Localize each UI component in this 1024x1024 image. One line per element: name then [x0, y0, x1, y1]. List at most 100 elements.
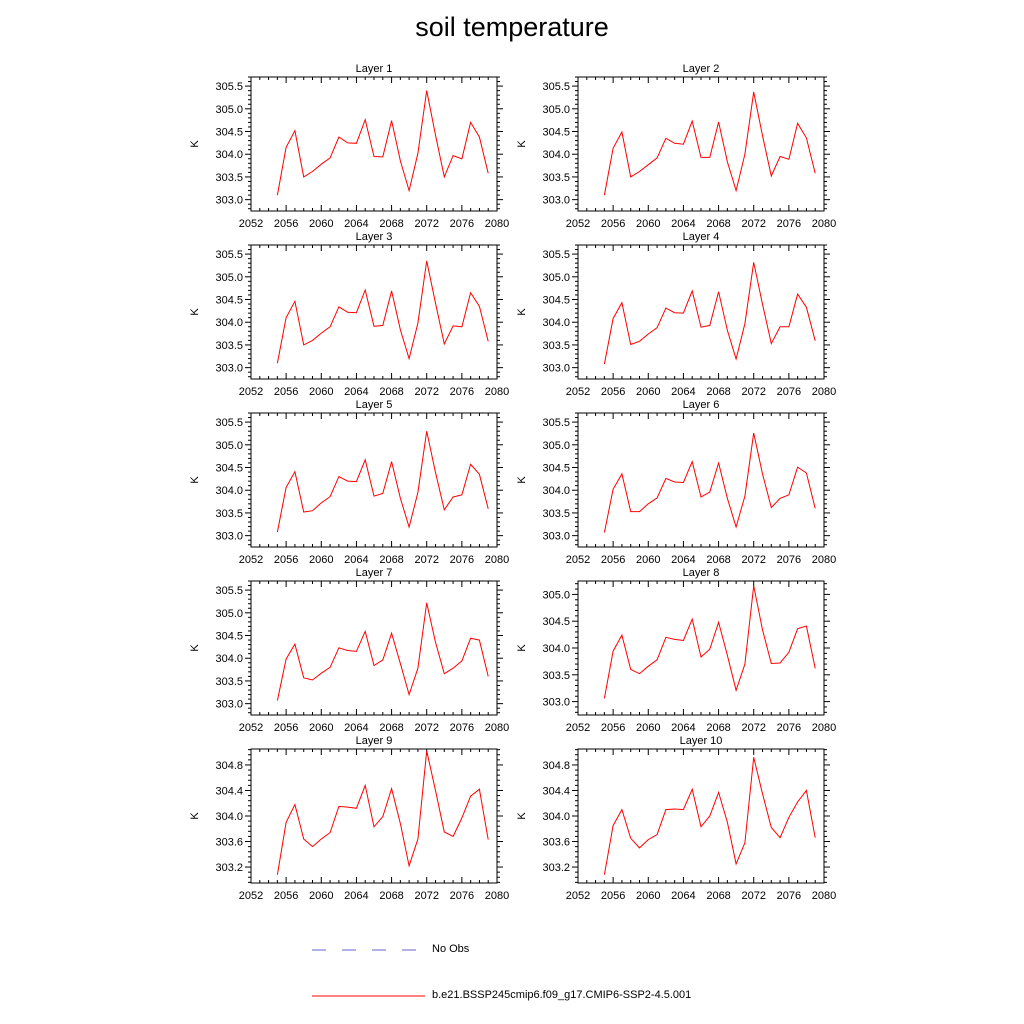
panel-4: Layer 4 K 2052 2056 2060 2064 2068 2072 2076 2080…	[516, 231, 836, 398]
y-tick-label: 305.5	[542, 417, 570, 429]
x-tick-label: 2060	[309, 890, 333, 902]
x-tick-label: 2052	[239, 554, 263, 566]
x-tick-label: 2060	[636, 722, 660, 734]
y-tick-label: 304.0	[215, 653, 243, 665]
series-line	[276, 90, 489, 196]
y-axis-label: K	[516, 308, 528, 316]
x-tick-label: 2072	[741, 554, 765, 566]
y-axis-label: K	[189, 644, 201, 652]
x-tick-label: 2064	[344, 218, 368, 230]
x-tick-label: 2060	[636, 554, 660, 566]
y-axis-label: K	[516, 476, 528, 484]
x-tick-label: 2080	[485, 386, 509, 398]
x-tick-label: 2076	[450, 386, 474, 398]
x-tick-label: 2052	[566, 386, 590, 398]
x-tick-label: 2080	[812, 722, 836, 734]
y-tick-label: 305.5	[215, 417, 243, 429]
y-tick-label: 304.5	[215, 295, 243, 307]
x-tick-label: 2072	[741, 890, 765, 902]
y-axis-label: K	[516, 812, 528, 820]
x-tick-label: 2080	[812, 890, 836, 902]
x-tick-label: 2056	[274, 890, 298, 902]
y-tick-label: 305.0	[215, 104, 243, 116]
x-tick-label: 2060	[636, 386, 660, 398]
y-tick-label: 304.8	[215, 760, 243, 772]
x-tick-label: 2056	[601, 218, 625, 230]
x-tick-label: 2056	[601, 554, 625, 566]
x-tick-label: 2072	[414, 554, 438, 566]
y-tick-label: 304.0	[215, 485, 243, 497]
series-line	[603, 432, 816, 533]
y-tick-label: 304.5	[542, 616, 570, 628]
y-tick-label: 304.0	[542, 811, 570, 823]
x-tick-label: 2080	[485, 890, 509, 902]
x-tick-label: 2072	[414, 722, 438, 734]
plot-frame	[250, 244, 498, 380]
x-tick-label: 2060	[636, 890, 660, 902]
panel-9: Layer 9 K 2052 2056 2060 2064 2068 2072 2076 2080…	[189, 735, 509, 902]
x-tick-label: 2052	[566, 890, 590, 902]
x-tick-label: 2072	[414, 890, 438, 902]
y-tick-label: 305.0	[542, 589, 570, 601]
x-tick-label: 2060	[309, 218, 333, 230]
x-tick-label: 2056	[274, 386, 298, 398]
x-tick-label: 2064	[671, 554, 695, 566]
y-tick-label: 304.5	[215, 463, 243, 475]
y-tick-label: 305.5	[215, 81, 243, 93]
x-tick-label: 2068	[706, 722, 730, 734]
x-tick-label: 2052	[566, 554, 590, 566]
panel-subtitle: Layer 6	[683, 399, 720, 411]
plot-frame	[250, 412, 498, 548]
y-tick-label: 304.0	[542, 485, 570, 497]
y-tick-label: 304.5	[542, 463, 570, 475]
x-tick-label: 2056	[601, 386, 625, 398]
x-tick-label: 2056	[274, 218, 298, 230]
panel-1: Layer 1 K 2052 2056 2060 2064 2068 2072 2076 2080…	[189, 63, 509, 230]
x-tick-label: 2072	[414, 386, 438, 398]
x-tick-label: 2068	[379, 218, 403, 230]
legend-model-label: b.e21.BSSP245cmip6.f09_g17.CMIP6-SSP2-4.…	[432, 989, 692, 1001]
panel-subtitle: Layer 3	[356, 231, 393, 243]
y-tick-label: 303.5	[542, 340, 570, 352]
x-tick-label: 2064	[344, 554, 368, 566]
x-tick-label: 2080	[812, 554, 836, 566]
panel-6: Layer 6 K 2052 2056 2060 2064 2068 2072 2076 2080…	[516, 399, 836, 566]
x-tick-label: 2056	[601, 722, 625, 734]
legend-obs-label: No Obs	[432, 943, 470, 955]
panel-subtitle: Layer 9	[356, 735, 393, 747]
series-line	[276, 602, 489, 701]
x-tick-label: 2064	[344, 722, 368, 734]
x-tick-label: 2060	[309, 722, 333, 734]
chart-title: soil temperature	[415, 12, 609, 42]
y-tick-label: 303.0	[542, 697, 570, 709]
y-tick-label: 303.0	[215, 363, 243, 375]
panel-subtitle: Layer 2	[683, 63, 720, 75]
y-tick-label: 303.5	[215, 172, 243, 184]
y-tick-label: 303.0	[542, 363, 570, 375]
x-tick-label: 2080	[812, 218, 836, 230]
y-axis-label: K	[189, 812, 201, 820]
plot-frame	[577, 244, 825, 380]
y-tick-label: 305.5	[215, 249, 243, 261]
series-line	[276, 750, 489, 875]
x-tick-label: 2068	[706, 890, 730, 902]
y-tick-label: 303.0	[215, 195, 243, 207]
y-tick-label: 304.5	[215, 127, 243, 139]
x-tick-label: 2068	[379, 386, 403, 398]
x-tick-label: 2052	[239, 890, 263, 902]
y-tick-label: 303.2	[215, 862, 243, 874]
y-tick-label: 304.0	[542, 317, 570, 329]
y-tick-label: 303.0	[542, 531, 570, 543]
y-tick-label: 304.0	[215, 317, 243, 329]
y-tick-label: 303.5	[215, 340, 243, 352]
y-tick-label: 304.8	[542, 760, 570, 772]
y-tick-label: 304.0	[542, 643, 570, 655]
y-tick-label: 304.0	[215, 149, 243, 161]
x-tick-label: 2068	[706, 386, 730, 398]
series-line	[603, 757, 816, 875]
x-tick-label: 2060	[636, 218, 660, 230]
x-tick-label: 2056	[274, 722, 298, 734]
x-tick-label: 2052	[566, 218, 590, 230]
panel-10: Layer 10 K 2052 2056 2060 2064 2068 2072 2076 208…	[516, 735, 836, 902]
x-tick-label: 2064	[344, 890, 368, 902]
